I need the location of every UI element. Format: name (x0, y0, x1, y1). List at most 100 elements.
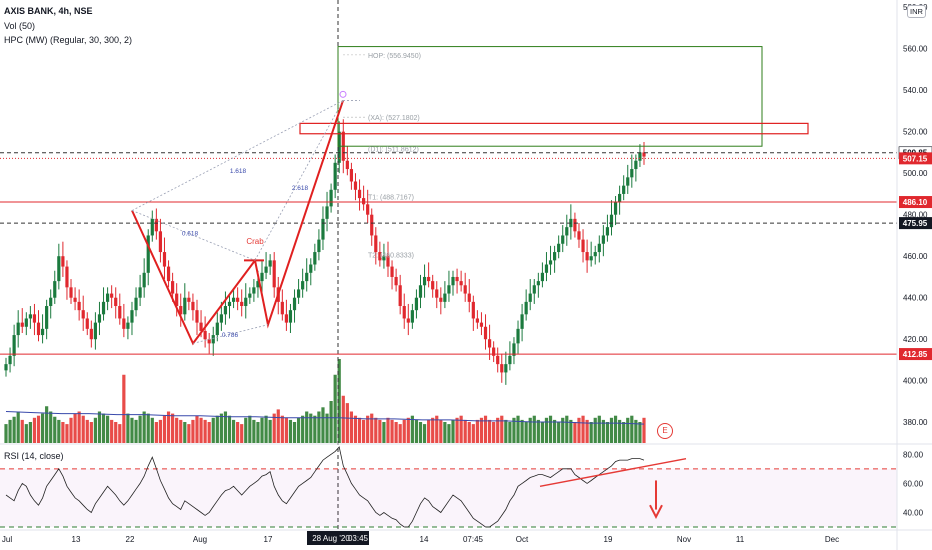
candle-body (301, 281, 305, 290)
volume-bar (557, 422, 561, 443)
candle-body (463, 285, 467, 294)
volume-bar (353, 415, 358, 443)
volume-bar (581, 415, 585, 443)
candle-body (597, 243, 601, 253)
volume-bar (134, 419, 138, 443)
price-tick-label: 380.00 (903, 418, 928, 427)
candle-body (431, 281, 435, 290)
candle-body (227, 301, 232, 307)
volume-bar (171, 413, 175, 443)
volume-bar (69, 417, 73, 443)
candle-body (565, 227, 569, 236)
volume-bar (199, 417, 203, 443)
candle-body (528, 293, 532, 302)
volume-bar (597, 415, 601, 443)
volume-bar (329, 401, 333, 443)
volume-bar (231, 419, 236, 443)
earnings-icon[interactable]: E (657, 423, 673, 439)
volume-bar (435, 415, 439, 443)
volume-bar (630, 415, 634, 443)
volume-bar (414, 419, 419, 443)
price-level-label: 475.95 (903, 219, 928, 228)
candle-body (492, 347, 496, 356)
volume-bar (105, 415, 110, 443)
candle-body (337, 131, 341, 163)
volume-bar (390, 419, 394, 443)
candle-body (313, 252, 317, 265)
candle-body (345, 160, 349, 170)
down-arrow-head (649, 504, 663, 519)
volume-bar (626, 417, 630, 443)
candle-body (57, 256, 61, 282)
candle-body (557, 243, 561, 253)
volume-bar (325, 413, 329, 443)
symbol-legend[interactable]: AXIS BANK, 4h, NSE (4, 6, 93, 16)
candle-body (520, 314, 524, 329)
price-tick-label: 400.00 (903, 377, 928, 386)
candle-body (512, 343, 516, 356)
candle-body (240, 301, 244, 307)
candle-body (589, 256, 593, 261)
volume-bar (93, 417, 98, 443)
candle-body (292, 297, 297, 311)
candle-body (626, 177, 630, 186)
volume-bar (126, 413, 130, 443)
candle-body (435, 289, 439, 298)
candle-body (61, 256, 65, 267)
volume-bar (638, 422, 642, 443)
volume-bar (166, 411, 171, 443)
pattern-name-label: Crab (246, 237, 264, 246)
candle-body (45, 306, 49, 329)
volume-bar (544, 417, 549, 443)
candle-body (508, 355, 512, 365)
candle-body (479, 322, 484, 327)
candle-body (207, 339, 211, 344)
volume-bar (162, 415, 167, 443)
currency-button[interactable]: INR (907, 5, 926, 18)
candle-body (211, 335, 215, 344)
candle-body (199, 322, 203, 331)
candle-body (256, 281, 260, 288)
rsi-legend[interactable]: RSI (14, close) (4, 451, 64, 461)
volume-bar (317, 411, 321, 443)
crosshair-time-label: 03:45 (348, 534, 369, 543)
volume-bar (248, 415, 252, 443)
volume-bar (459, 415, 463, 443)
candle-body (97, 314, 102, 323)
volume-bar (366, 415, 370, 443)
candle-body (374, 235, 378, 253)
candle-body (260, 272, 264, 282)
candle-body (634, 160, 638, 170)
volume-bar (244, 417, 248, 443)
target-label: T2: (460.8333) (368, 253, 414, 260)
target-label: T1: (488.7167) (368, 195, 414, 202)
volume-legend[interactable]: Vol (50) (4, 21, 36, 31)
candle-body (215, 322, 219, 336)
volume-bar (179, 419, 183, 443)
volume-bar (65, 424, 69, 443)
time-tick-label: Oct (516, 535, 529, 544)
volume-bar (158, 419, 163, 443)
volume-bar (292, 422, 297, 443)
rsi-tick-label: 80.00 (903, 450, 924, 459)
candle-body (382, 256, 386, 261)
hpc-legend[interactable]: HPC (MW) (Regular, 30, 300, 2) (4, 35, 133, 45)
candle-body (126, 322, 130, 329)
time-tick-label: Jul (2, 535, 12, 544)
volume-bar (451, 419, 455, 443)
volume-bar (296, 417, 301, 443)
candle-body (114, 297, 118, 307)
candle-body (447, 285, 451, 294)
candle-body (459, 281, 463, 286)
candle-body (154, 218, 158, 232)
candle-body (49, 297, 53, 307)
volume-bar (345, 403, 349, 443)
volume-bar (97, 411, 102, 443)
candle-body (483, 326, 488, 340)
volume-bar (301, 415, 305, 443)
volume-bar (479, 417, 484, 443)
volume-bar (118, 424, 122, 443)
candle-body (175, 293, 179, 307)
volume-bar (16, 411, 20, 443)
